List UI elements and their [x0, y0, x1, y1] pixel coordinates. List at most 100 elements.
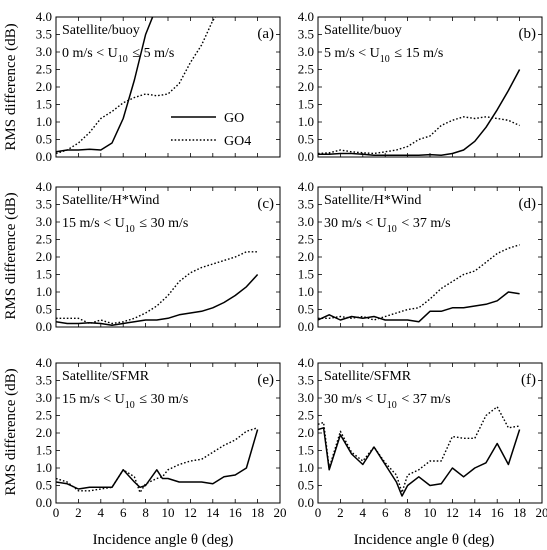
panel-b-ytick-label: 2.0 [298, 79, 314, 94]
panel-f-series-go4 [318, 406, 520, 494]
panel-c-ytick-label: 0.5 [36, 302, 52, 317]
panel-b-ytick-label: 3.5 [298, 27, 314, 42]
panel-e-xtick-label: 12 [184, 505, 197, 520]
panel-a-ytick-label: 1.5 [36, 97, 52, 112]
panel-f-ytick-label: 1.5 [298, 443, 314, 458]
panel-a-label: (a) [257, 26, 274, 42]
panel-b-series-go [318, 69, 521, 157]
panel-d-annotation-windrange: 30 m/s < U10 < 37 m/s [324, 216, 451, 235]
panel-f-series-go [318, 427, 521, 497]
panel-e-annotation-windrange: 15 m/s < U10 ≤ 30 m/s [62, 392, 188, 411]
panel-b-ytick-label: 3.0 [298, 44, 314, 59]
panel-c-ytick-label: 2.5 [36, 232, 52, 247]
panel-c-frame [55, 186, 281, 328]
panel-b-annotation-windrange: 5 m/s < U10 ≤ 15 m/s [324, 46, 443, 65]
panel-d-annotation-source: Satellite/H*Wind [324, 193, 421, 208]
panel-a-series-go4 [56, 17, 217, 155]
panel-f-ytick-label: 1.0 [298, 460, 314, 475]
panel-e-xtick-label: 14 [206, 505, 220, 520]
panel-f-xtick-label: 4 [360, 505, 367, 520]
panel-a-ytick-label: 1.0 [36, 114, 52, 129]
panel-d-ytick-label: 2.0 [298, 249, 314, 264]
panel-b-label: (b) [519, 26, 537, 42]
panel-d-ytick-label: 0.5 [298, 302, 314, 317]
panel-e-ytick-label: 3.0 [36, 390, 52, 405]
panel-e-xtick-label: 10 [162, 505, 175, 520]
panel-e: 0 2 4 6 8 10 12 14 16 18 20 0.0 0.5 1.0 1.5 2.0 2.5 3.0 3.… [36, 355, 287, 520]
panel-c-annotation-source: Satellite/H*Wind [62, 193, 159, 208]
panel-b: 0.0 0.5 1.0 1.5 2.0 2.5 3.0 3.5 4.0 Satellite/buo… [298, 9, 543, 164]
panel-e-ytick-label: 1.0 [36, 460, 52, 475]
panel-f-annotation-source: Satellite/SFMR [324, 369, 412, 384]
panel-c-ytick-label: 1.5 [36, 267, 52, 282]
panel-b-annotation-source: Satellite/buoy [324, 23, 402, 38]
panel-f-xtick-label: 20 [536, 505, 547, 520]
panel-e-xtick-label: 2 [75, 505, 82, 520]
panel-c-series-go [56, 273, 259, 327]
panel-f-xtick-label: 14 [468, 505, 482, 520]
panel-d-ytick-label: 1.0 [298, 284, 314, 299]
panel-e-annotation-source: Satellite/SFMR [62, 369, 150, 384]
y-axis-title-row1: RMS difference (dB) [3, 23, 19, 150]
panel-e-xtick-label: 8 [142, 505, 149, 520]
x-axis-title-right: Incidence angle θ (deg) [354, 532, 495, 548]
panel-e-ytick-label: 2.5 [36, 408, 52, 423]
panel-f-xtick-label: 6 [382, 505, 389, 520]
panel-d-frame [317, 186, 543, 328]
panel-c-annotation-windrange: 15 m/s < U10 ≤ 30 m/s [62, 216, 188, 235]
panel-a-frame [55, 16, 281, 158]
panel-b-ytick-label: 0.5 [298, 132, 314, 147]
panel-e-xtick-label: 16 [229, 505, 243, 520]
panel-d-ytick-label: 4.0 [298, 179, 314, 194]
panel-a-ytick-label: 4.0 [36, 9, 52, 24]
panel-e-frame [55, 362, 281, 504]
panel-a-ytick-label: 2.0 [36, 79, 52, 94]
panel-a-annotation-source: Satellite/buoy [62, 23, 140, 38]
panel-e-series-go [56, 429, 259, 490]
panel-f-xtick-label: 12 [446, 505, 459, 520]
panel-e-ytick-label: 0.5 [36, 478, 52, 493]
panel-e-xtick-label: 18 [251, 505, 264, 520]
panel-a-ytick-label: 3.5 [36, 27, 52, 42]
panel-b-ytick-label: 0.0 [298, 149, 314, 164]
y-axis-title-row2: RMS difference (dB) [3, 192, 19, 319]
panel-c-series-go4 [56, 251, 258, 325]
panel-d-ytick-label: 0.0 [298, 319, 314, 334]
panel-f-ytick-label: 3.5 [298, 373, 314, 388]
panel-e-ytick-label: 3.5 [36, 373, 52, 388]
panels-group: 0.0 0.5 1.0 1.5 2.0 2.5 3.0 3.5 4.0 Satellite/buo… [36, 9, 547, 520]
panel-d-ytick-label: 1.5 [298, 267, 314, 282]
panel-e-xtick-label: 4 [98, 505, 105, 520]
panel-f-annotation-windrange: 30 m/s < U10 < 37 m/s [324, 392, 451, 411]
legend-go-label: GO [224, 111, 244, 126]
panel-a: 0.0 0.5 1.0 1.5 2.0 2.5 3.0 3.5 4.0 Satellite/buo… [36, 9, 281, 164]
y-axis-title-row3: RMS difference (dB) [3, 368, 19, 495]
panel-e-ytick-label: 0.0 [36, 495, 52, 510]
panel-e-xtick-label: 6 [120, 505, 127, 520]
panel-f-frame [317, 362, 543, 504]
panel-e-label: (e) [257, 372, 274, 388]
panel-c-label: (c) [257, 196, 274, 212]
panel-f-ytick-label: 2.5 [298, 408, 314, 423]
panel-f-xtick-label: 16 [491, 505, 505, 520]
panel-f-ytick-label: 0.0 [298, 495, 314, 510]
panel-e-ytick-label: 2.0 [36, 425, 52, 440]
panel-d-ytick-label: 2.5 [298, 232, 314, 247]
panel-f-xtick-label: 10 [424, 505, 437, 520]
panel-a-ytick-label: 3.0 [36, 44, 52, 59]
panel-b-ytick-label: 2.5 [298, 62, 314, 77]
panel-f-xtick-label: 0 [315, 505, 322, 520]
panel-f-ytick-label: 2.0 [298, 425, 314, 440]
panel-f: 0 2 4 6 8 10 12 14 16 18 20 0.0 0.5 1.0 1.5 2.0 2.5 3.0 3.… [298, 355, 547, 520]
panel-a-ytick-label: 0.5 [36, 132, 52, 147]
panel-e-xtick-label: 0 [53, 505, 60, 520]
panel-d-ytick-label: 3.5 [298, 197, 314, 212]
panel-f-xtick-label: 2 [337, 505, 344, 520]
legend-go4-label: GO4 [224, 134, 251, 149]
panel-c-ytick-label: 0.0 [36, 319, 52, 334]
panel-b-frame [317, 16, 543, 158]
panel-d-series-go [318, 291, 520, 323]
x-axis-title-left: Incidence angle θ (deg) [93, 532, 234, 548]
panel-b-ytick-label: 1.5 [298, 97, 314, 112]
